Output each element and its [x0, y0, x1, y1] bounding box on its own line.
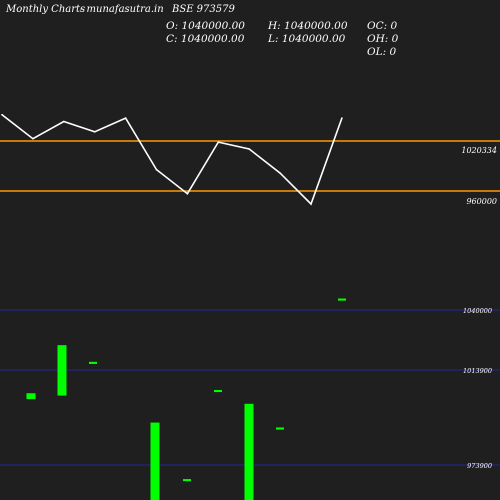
price-point: [32, 137, 34, 140]
volume-bar: [57, 345, 67, 396]
grid-label: 1040000: [463, 307, 492, 315]
price-point: [186, 192, 189, 195]
level-label: 1020334: [461, 146, 497, 155]
volume-bar: [276, 427, 284, 430]
chart-site-label: Monthly Charts: [6, 4, 86, 15]
price-point: [248, 148, 250, 150]
grid-label: 973900: [467, 462, 492, 470]
volume-bar: [338, 298, 346, 301]
ohlc-oc: OC: 0: [367, 20, 398, 32]
chart-symbol-label: BSE 973579: [172, 4, 235, 15]
ohlc-close: C: 1040000.00: [166, 33, 245, 45]
price-point: [310, 203, 312, 205]
price-point: [124, 117, 127, 119]
chart-brand-label: - munafasutra.in: [80, 4, 164, 15]
price-point: [63, 120, 65, 123]
volume-bar: [244, 403, 254, 500]
ohlc-open: O: 1040000.00: [166, 20, 245, 32]
volume-bar: [150, 422, 160, 500]
volume-bar: [214, 389, 222, 393]
price-point: [279, 172, 281, 174]
volume-bar: [26, 393, 36, 400]
ohlc-low: L: 1040000.00: [268, 33, 346, 45]
ohlc-oh: OH: 0: [367, 33, 399, 45]
price-point: [217, 141, 220, 143]
ohlc-ol: OL: 0: [367, 46, 397, 58]
price-point: [93, 131, 96, 133]
volume-bar: [89, 361, 97, 364]
price-line: [1, 114, 343, 206]
price-point: [155, 168, 158, 171]
price-point: [341, 117, 343, 119]
ohlc-high: H: 1040000.00: [268, 20, 348, 32]
level-label: 960000: [466, 197, 497, 206]
price-point: [1, 113, 3, 116]
grid-label: 1013900: [463, 367, 492, 375]
volume-bar: [183, 479, 191, 482]
